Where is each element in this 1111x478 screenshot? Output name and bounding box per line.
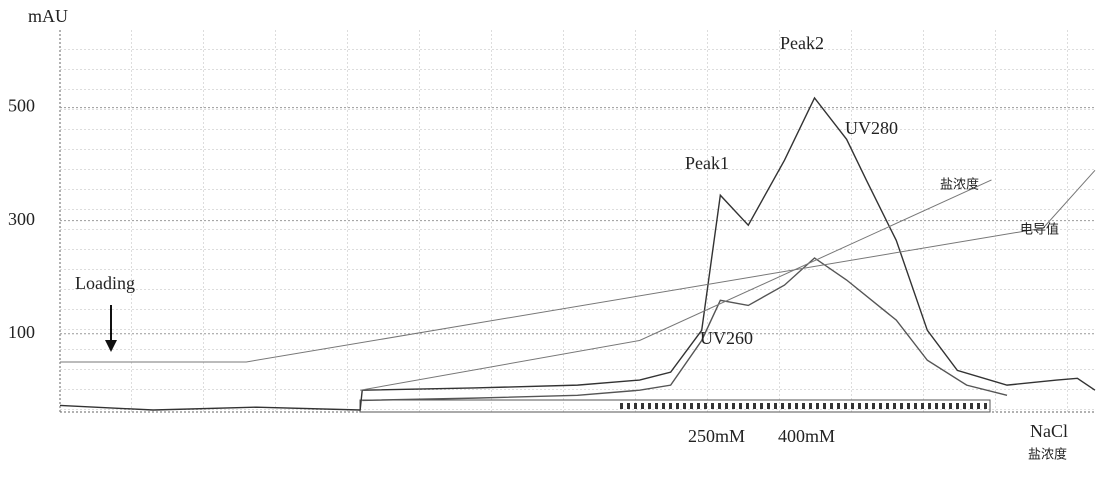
y-tick-label: 500: [8, 96, 35, 116]
annotation: 盐浓度: [1028, 447, 1067, 463]
annotation: 250mM: [688, 426, 745, 446]
loading-arrow-head: [105, 340, 117, 352]
series-label: 盐浓度: [940, 177, 979, 193]
series-label: UV280: [845, 118, 898, 138]
y-tick-label: 300: [8, 209, 35, 229]
series-label: 电导值: [1020, 222, 1059, 238]
annotation: Peak1: [685, 153, 729, 173]
y-tick-label: 100: [8, 322, 35, 342]
series-line: [360, 179, 992, 391]
annotation: Loading: [75, 273, 135, 293]
series-line: [59, 96, 1096, 411]
series-label: UV260: [700, 328, 753, 348]
annotation: Peak2: [780, 33, 824, 53]
annotation: NaCl: [1030, 421, 1068, 441]
series-line: [362, 257, 1008, 402]
series-line: [60, 170, 1096, 363]
y-axis-label: mAU: [28, 6, 68, 26]
annotation: 400mM: [778, 426, 835, 446]
